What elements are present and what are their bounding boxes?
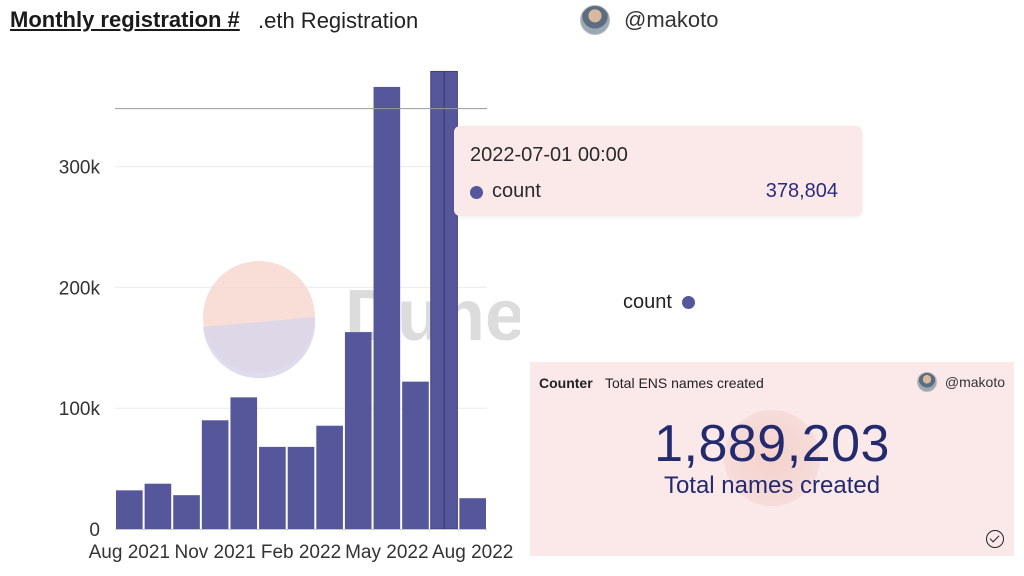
tooltip-series-dot <box>470 186 483 199</box>
chart-tooltip: 2022-07-01 00:00 count 378,804 <box>454 126 862 216</box>
bar-2021-08[interactable] <box>116 490 143 529</box>
counter-watermark <box>724 410 820 506</box>
x-tick-label: Aug 2022 <box>432 542 513 563</box>
author-name[interactable]: @makoto <box>624 7 719 32</box>
x-tick-label: Nov 2021 <box>174 542 255 563</box>
query-title-link[interactable]: Monthly registration # <box>10 7 240 32</box>
y-tick-label: 0 <box>89 520 100 541</box>
avatar <box>916 372 937 392</box>
y-axis-ticks: 0 100k 200k 300k <box>59 158 101 541</box>
x-axis-ticks: Aug 2021 Nov 2021 Feb 2022 May 2022 Aug 2022 <box>89 542 514 563</box>
bar-2021-09[interactable] <box>144 483 172 529</box>
chart-legend[interactable]: count <box>623 291 695 314</box>
tooltip-value: 378,804 <box>765 180 838 202</box>
author[interactable]: @makoto <box>580 5 718 35</box>
avatar <box>580 5 610 35</box>
bar-2021-10[interactable] <box>173 495 200 529</box>
y-tick-label: 100k <box>59 399 101 420</box>
bar-2021-11[interactable] <box>201 420 229 529</box>
x-tick-label: Aug 2021 <box>89 542 170 563</box>
legend-dot <box>681 296 695 309</box>
bar-2022-02[interactable] <box>287 446 315 529</box>
bar-2022-01[interactable] <box>259 446 286 529</box>
counter-label: Total names created <box>663 472 881 499</box>
check-circle-icon[interactable] <box>986 530 1004 548</box>
bar-2022-08[interactable] <box>459 498 486 529</box>
reference-line <box>115 108 487 530</box>
x-tick-label: May 2022 <box>345 542 428 563</box>
bar-2022-04[interactable] <box>344 332 372 529</box>
bars <box>116 70 486 530</box>
visualization-title: .eth Registration <box>258 8 419 33</box>
bar-2022-03[interactable] <box>316 425 343 529</box>
bar-2022-06[interactable] <box>402 381 429 529</box>
dune-watermark: Dune <box>203 261 520 379</box>
tooltip-time: 2022-07-01 00:00 <box>470 144 628 166</box>
counter-value: 1,889,203 <box>654 415 890 473</box>
counter-author-name[interactable]: @makoto <box>944 374 1005 390</box>
y-tick-label: 200k <box>59 278 101 299</box>
bar-2022-05[interactable] <box>373 86 401 529</box>
legend-label[interactable]: count <box>623 291 672 313</box>
y-tick-label: 300k <box>59 158 101 179</box>
counter-title[interactable]: Total ENS names created <box>605 375 764 391</box>
counter-widget: Counter Total ENS names created @makoto … <box>530 362 1014 556</box>
watermark-circle-shade <box>203 317 316 379</box>
x-tick-label: Feb 2022 <box>261 542 341 563</box>
bar-2021-12[interactable] <box>230 397 258 529</box>
counter-type-label: Counter <box>539 375 593 391</box>
counter-author[interactable]: @makoto <box>916 372 1005 392</box>
tooltip-series-label: count <box>492 180 541 202</box>
